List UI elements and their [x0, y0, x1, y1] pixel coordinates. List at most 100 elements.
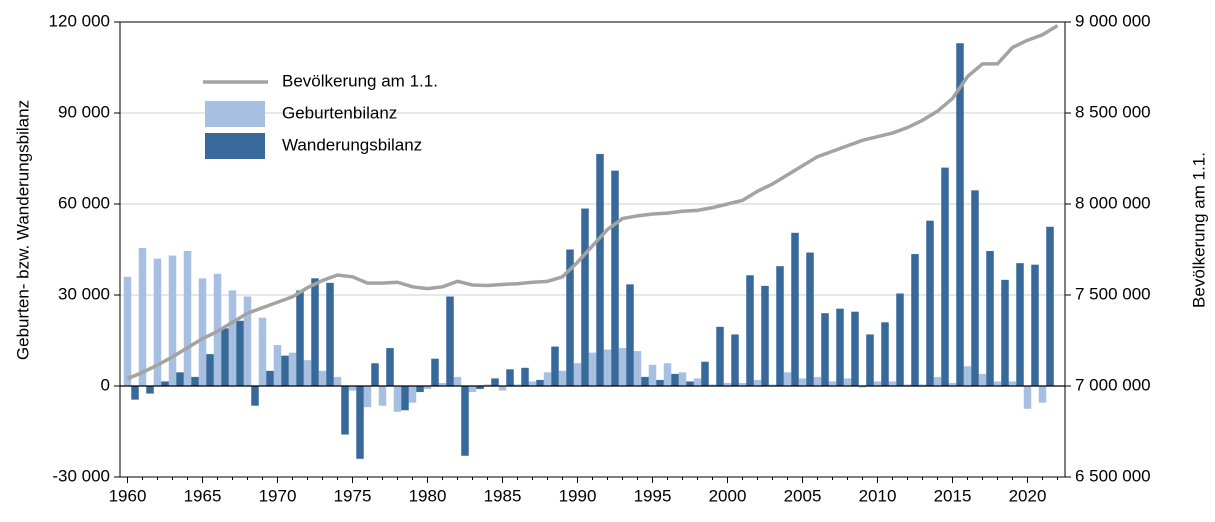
bar: [131, 386, 139, 400]
bar: [378, 386, 387, 406]
bar: [633, 351, 642, 386]
bar: [326, 282, 334, 386]
bar: [1016, 263, 1024, 386]
bar: [648, 364, 657, 386]
bar: [341, 386, 349, 435]
bar: [798, 378, 807, 386]
bar: [776, 266, 784, 386]
bar: [281, 355, 289, 386]
bar: [746, 275, 754, 386]
bar: [948, 382, 957, 386]
bar: [588, 352, 597, 386]
bar: [236, 320, 244, 386]
y2-tick-label: 6 500 000: [1075, 466, 1151, 485]
bar: [393, 386, 402, 412]
y-tick-label: 90 000: [58, 102, 110, 121]
x-tick-label: 1975: [334, 486, 372, 505]
bar: [663, 363, 672, 386]
bar: [221, 328, 229, 386]
bar: [146, 386, 154, 394]
bar: [266, 370, 274, 386]
bar: [611, 170, 619, 386]
bar: [363, 386, 372, 408]
y2-tick-label: 7 000 000: [1075, 375, 1151, 394]
bar: [1046, 226, 1054, 386]
bar: [881, 322, 889, 386]
bar: [581, 208, 589, 386]
bar: [506, 369, 514, 386]
bar: [513, 384, 522, 386]
bar: [371, 363, 379, 386]
bar: [123, 276, 132, 386]
bar: [911, 254, 919, 386]
bar: [768, 384, 777, 386]
y2-tick-label: 8 000 000: [1075, 193, 1151, 212]
bar: [1023, 386, 1032, 409]
y2-tick-label: 9 000 000: [1075, 11, 1151, 30]
plot-frame: [119, 21, 1066, 478]
bar: [716, 326, 724, 386]
bar: [828, 381, 837, 386]
bar: [138, 247, 147, 386]
legend-label: Geburtenbilanz: [282, 103, 397, 122]
y-tick-label: 0: [101, 375, 110, 394]
y-tick-label: 30 000: [58, 284, 110, 303]
x-tick-label: 1965: [184, 486, 222, 505]
bar: [978, 373, 987, 386]
bar: [701, 361, 709, 386]
x-tick-label: 1970: [259, 486, 297, 505]
bar: [476, 386, 484, 390]
x-tick-label: 1960: [109, 486, 147, 505]
bar: [453, 376, 462, 386]
y2-axis-label: Bevölkerung am 1.1.: [1189, 152, 1208, 308]
x-tick-label: 2005: [784, 486, 822, 505]
y-tick-label: 120 000: [49, 11, 110, 30]
x-tick-label: 1980: [409, 486, 447, 505]
bar: [161, 381, 169, 386]
bar: [206, 354, 214, 386]
bar: [566, 249, 574, 386]
bar: [723, 382, 732, 386]
bar: [926, 220, 934, 386]
bar: [296, 290, 304, 386]
bar: [1031, 264, 1039, 386]
bar: [963, 366, 972, 386]
bar: [198, 278, 207, 386]
y-tick-label: 60 000: [58, 193, 110, 212]
bar: [258, 317, 267, 386]
bar: [806, 252, 814, 386]
bar: [873, 381, 882, 386]
bar: [498, 386, 507, 391]
bar: [191, 376, 199, 386]
bar: [708, 384, 717, 386]
bar: [543, 372, 552, 386]
bar: [251, 386, 259, 406]
y-axis-label: Geburten- bzw. Wanderungsbilanz: [13, 100, 32, 360]
bar: [656, 379, 664, 386]
bar: [438, 382, 447, 386]
bar: [311, 278, 319, 386]
bar: [941, 167, 949, 386]
bar: [416, 386, 424, 393]
bar: [836, 308, 844, 386]
bar: [896, 293, 904, 386]
bar: [731, 334, 739, 386]
bar: [956, 43, 964, 386]
bar: [993, 381, 1002, 386]
bar: [761, 285, 769, 386]
bar: [558, 370, 567, 386]
bar: [573, 363, 582, 386]
bar: [446, 296, 454, 386]
x-tick-label: 2000: [709, 486, 747, 505]
legend-label: Wanderungsbilanz: [282, 135, 422, 154]
population-line: [126, 24, 1059, 381]
bar: [603, 349, 612, 386]
bar: [821, 313, 829, 386]
x-tick-label: 2010: [859, 486, 897, 505]
bar: [528, 381, 537, 386]
y2-tick-label: 7 500 000: [1075, 284, 1151, 303]
bar: [866, 334, 874, 386]
bar: [1008, 381, 1017, 386]
bar: [671, 373, 679, 386]
